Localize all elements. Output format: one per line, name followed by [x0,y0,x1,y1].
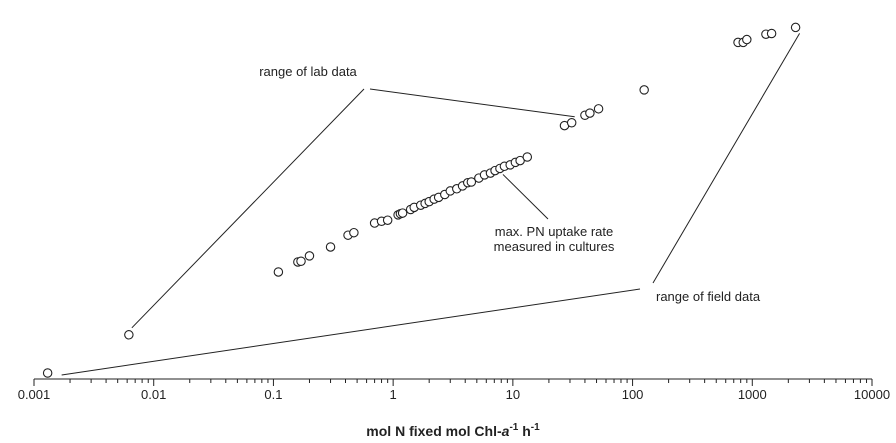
data-point [325,242,336,252]
data-point [593,104,604,114]
annotation-pn-uptake-line2: measured in cultures [494,239,615,254]
x-axis-label-italic: a [502,423,510,439]
data-point [766,28,777,39]
annotation-field-data-label: range of field data [656,289,761,304]
data-point [296,256,306,267]
data-point [585,108,595,118]
data-point [466,177,477,187]
x-tick-label: 1 [390,387,397,402]
data-point [273,267,284,277]
annotation-lab-data-label: range of lab data [259,64,357,79]
data-point [790,22,801,33]
field-range-leader-right [652,33,801,284]
lab-range-leader-right [369,88,575,118]
data-point [124,330,134,340]
data-point [304,251,315,261]
x-tick-label: 1000 [738,387,767,402]
field-range-leader-left [61,288,641,376]
data-point [42,368,53,378]
data-point [522,152,533,162]
x-axis-label-sup2: -1 [531,422,540,433]
x-tick-label: 0.001 [18,387,51,402]
data-point [639,85,649,95]
annotation-pn-uptake: max. PN uptake rate measured in cultures [494,174,615,254]
x-tick-label: 10000 [854,387,890,402]
data-points [42,22,801,378]
annotation-field-data: range of field data [61,33,801,376]
x-axis-label-main: mol N fixed mol Chl- [366,423,502,439]
data-point [349,227,359,238]
x-axis: 0.001 0.01 0.1 1 10 100 1000 10000 [18,378,890,402]
data-point [742,34,752,45]
x-axis-label-mid: h [518,423,530,439]
annotation-pn-uptake-line1: max. PN uptake rate [495,224,614,239]
x-tick-label: 10 [506,387,520,402]
data-point [397,208,408,218]
x-tick-label: 100 [622,387,644,402]
data-point [566,117,577,128]
x-axis-ticks: 0.001 0.01 0.1 1 10 100 1000 10000 [18,379,890,402]
lab-range-leader-left [131,88,365,329]
x-axis-label: mol N fixed mol Chl-a-1 h-1 [366,422,540,439]
x-axis-label-sup1: -1 [509,422,518,433]
annotation-lab-data: range of lab data [131,64,575,329]
x-tick-label: 0.01 [141,387,166,402]
data-point [382,215,393,225]
pn-uptake-leader [502,174,549,220]
x-tick-label: 0.1 [264,387,282,402]
